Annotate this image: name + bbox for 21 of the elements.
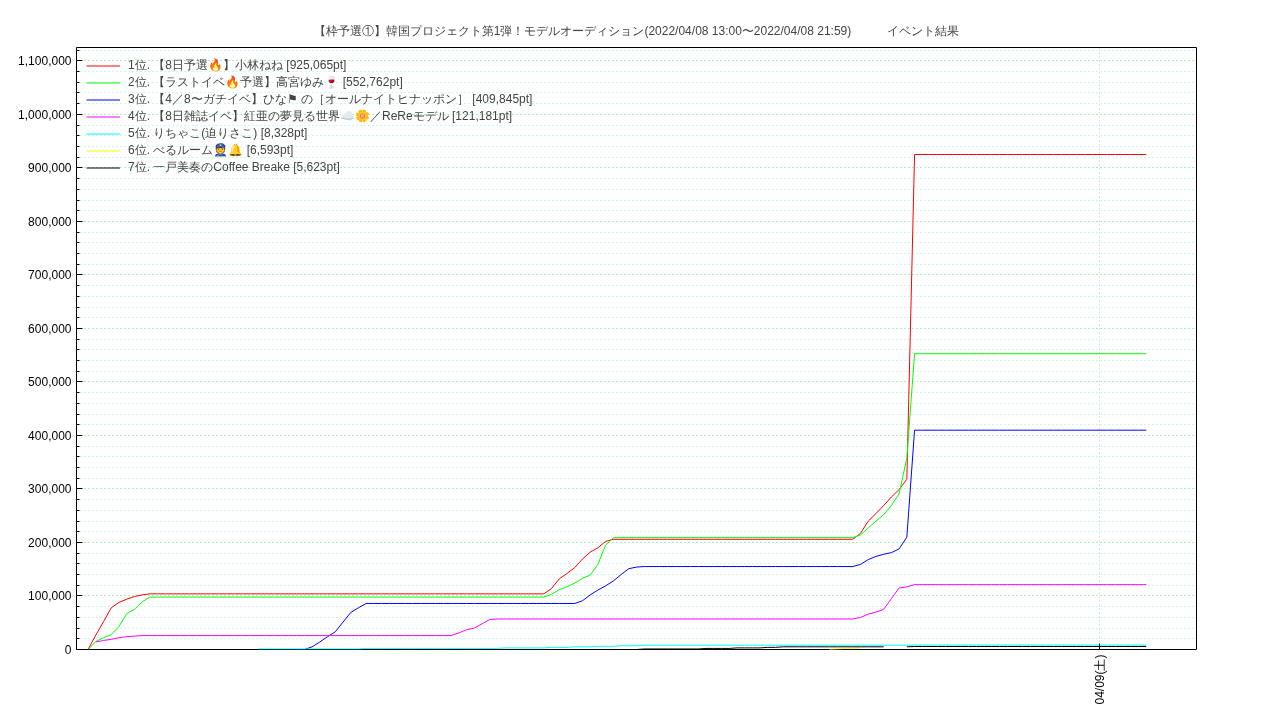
y-tick-label: 100,000 bbox=[28, 589, 72, 604]
legend-label: 3位. 【4／8〜ガチイベ】ひな⚑ の［オールナイトヒナッポン］ [409,845pt] bbox=[128, 91, 533, 108]
y-tick-label: 200,000 bbox=[28, 535, 72, 550]
legend-label: 7位. 一戸美奏のCoffee Breake [5,623pt] bbox=[128, 159, 340, 176]
y-tick-label: 300,000 bbox=[28, 482, 72, 497]
y-tick-label: 900,000 bbox=[28, 161, 72, 176]
legend-label: 4位. 【8日雑誌イベ】紅亜の夢見る世界☁🌼／ReReモデル [121,181pt] bbox=[128, 108, 513, 125]
chart-title: 【枠予選①】韓国プロジェクト第1弾！モデルオーディション(2022/04/08 13:00〜2022/04/08 21:59) イベント結果 bbox=[313, 23, 960, 38]
y-tick-label: 400,000 bbox=[28, 428, 72, 443]
y-tick-label: 500,000 bbox=[28, 375, 72, 390]
y-tick-label: 600,000 bbox=[28, 321, 72, 336]
y-tick-label: 1,000,000 bbox=[18, 107, 72, 122]
y-tick-label: 800,000 bbox=[28, 214, 72, 229]
legend-label: 5位. りちゃこ(迫りさこ) [8,328pt] bbox=[128, 125, 308, 142]
y-tick-label: 1,100,000 bbox=[18, 54, 72, 69]
legend-label: 2位. 【ラストイベ🔥予選】高宮ゆみ🍷 [552,762pt] bbox=[128, 74, 403, 91]
x-tick-label: 04/09(土) bbox=[1092, 654, 1107, 705]
legend-label: 1位. 【8日予選🔥】小林ねね [925,065pt] bbox=[128, 57, 347, 74]
y-tick-label: 0 bbox=[64, 643, 72, 657]
y-tick-label: 700,000 bbox=[28, 268, 72, 283]
legend-label: 6位. べるルーム👮🔔 [6,593pt] bbox=[128, 142, 294, 159]
